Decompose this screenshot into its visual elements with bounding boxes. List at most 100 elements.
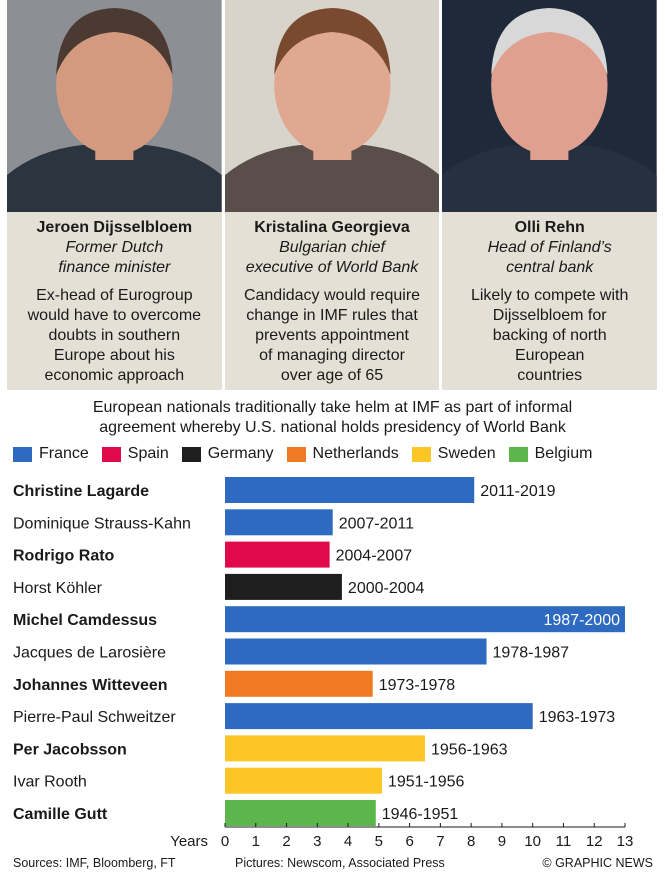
description-line: countries [517,367,583,384]
candidate-role: finance minister [58,259,171,276]
description-line: Ex-head of Eurogroup [36,287,193,304]
legend-item: Netherlands [286,445,399,463]
card-rehn: Olli Rehn Head of Finland’s central bank… [442,212,658,390]
description-line: European [514,347,585,364]
candidate-role: central bank [506,259,594,276]
candidate-description: Candidacy would require change in IMF ru… [225,286,440,386]
footer: Sources: IMF, Bloomberg, FT Pictures: Ne… [13,856,653,872]
candidate-name: Kristalina Georgieva [254,219,410,236]
bar-data-label: 2004-2007 [336,548,413,565]
x-tick-label: 1 [252,833,260,850]
description-line: of managing director [259,347,405,364]
x-tick-label: 0 [221,833,229,850]
legend-label: Spain [127,445,169,462]
bar [225,541,330,568]
x-tick-label: 8 [467,833,475,850]
pictures-credit: Pictures: Newscom, Associated Press [235,856,445,870]
photo-georgieva [224,0,440,212]
bar [225,800,376,826]
bar-data-label: 1963-1973 [539,709,616,726]
candidate-role: Head of Finland’s [487,239,612,256]
legend-label: Sweden [437,445,496,462]
shoulders-shape [442,145,658,212]
bar-data-label: 1987-2000 [543,612,620,629]
bar-data-label: 1956-1963 [431,741,508,758]
bar-data-label: 1951-1956 [388,774,465,791]
legend-item: Spain [101,445,169,463]
bar [225,638,487,665]
bar-category-label: Per Jacobsson [13,741,127,758]
x-tick-label: 6 [405,833,413,850]
bar-category-label: Jacques de Larosière [13,645,166,662]
x-tick-label: 7 [436,833,444,850]
x-tick-label: 2 [282,833,290,850]
description-line: backing of north [492,327,607,344]
bar-data-label: 1946-1951 [382,806,459,823]
description-line: Dijsselbloem for [492,307,607,324]
candidate-cards: Jeroen Dijsselbloem Former Dutch finance… [7,212,658,390]
candidate-role: Former Dutch [65,239,164,256]
bar-data-label: 2011-2019 [480,483,555,500]
description-line: Likely to compete with [470,287,629,304]
legend-label: Belgium [534,445,593,462]
card-dijsselbloem: Jeroen Dijsselbloem Former Dutch finance… [7,212,222,390]
bar-category-label: Dominique Strauss-Kahn [13,515,191,532]
description-line: economic approach [44,367,185,384]
bar [225,767,382,794]
photo-rehn [442,0,658,212]
bar [225,509,333,536]
description-line: Europe about his [53,347,175,364]
legend-swatch [411,446,431,462]
graphic-credit: © GRAPHIC NEWS [542,856,653,870]
x-tick-label: 5 [375,833,383,850]
bar [225,573,342,600]
bar-data-label: 2000-2004 [348,580,425,597]
bar-category-label: Pierre-Paul Schweitzer [13,709,176,726]
card-georgieva: Kristalina Georgieva Bulgarian chief exe… [224,212,440,390]
face-shape [273,15,391,155]
legend-swatch [181,446,201,462]
bar-category-label: Johannes Witteveen [13,677,168,694]
hair-shape [56,8,173,75]
bar-category-label: Christine Lagarde [13,483,149,500]
bar-category-label: Rodrigo Rato [13,548,115,565]
legend-item: Belgium [508,445,593,463]
description-line: change in IMF rules that [246,307,418,324]
legend-swatch [13,446,32,462]
legend-swatch [286,446,306,462]
bar-data-label: 1978-1987 [493,645,570,662]
x-axis-label: Years [170,833,208,850]
sources-credit: Sources: IMF, Bloomberg, FT [13,856,176,870]
legend-item: Sweden [411,445,496,463]
candidate-role: Bulgarian chief [279,239,385,256]
bar [225,703,533,730]
legend-item: Germany [181,445,274,463]
hair-shape [273,8,391,75]
face-shape [491,15,608,155]
shoulders-shape [7,145,222,212]
description-line: would have to overcome [27,307,202,324]
x-tick-label: 9 [498,833,506,850]
description-line: doubts in southern [48,327,181,344]
bar-category-label: Horst Köhler [13,580,103,597]
face-shape [56,15,173,155]
chart-legend: France Spain Germany Netherlands Sweden Belgi… [13,444,605,464]
bar-data-label: 2007-2011 [339,515,414,532]
hair-shape [491,8,608,75]
portrait-photos [7,0,658,212]
bar [225,735,425,762]
x-tick-label: 12 [586,833,603,850]
photo-dijsselbloem [7,0,222,212]
x-tick-label: 3 [313,833,321,850]
candidate-description: Likely to compete with Dijsselbloem for … [442,286,657,386]
candidate-name: Olli Rehn [514,219,585,236]
bar [225,606,625,633]
candidate-description: Ex-head of Eurogroup would have to overc… [7,286,222,386]
candidate-name: Jeroen Dijsselbloem [36,219,193,236]
intro-line: agreement whereby U.S. national holds pr… [99,419,566,436]
bar-category-label: Ivar Rooth [13,774,87,791]
candidate-role: executive of World Bank [245,259,419,276]
description-line: Candidacy would require [243,287,421,304]
x-tick-label: 4 [344,833,352,850]
bar-category-label: Michel Camdessus [13,612,157,629]
